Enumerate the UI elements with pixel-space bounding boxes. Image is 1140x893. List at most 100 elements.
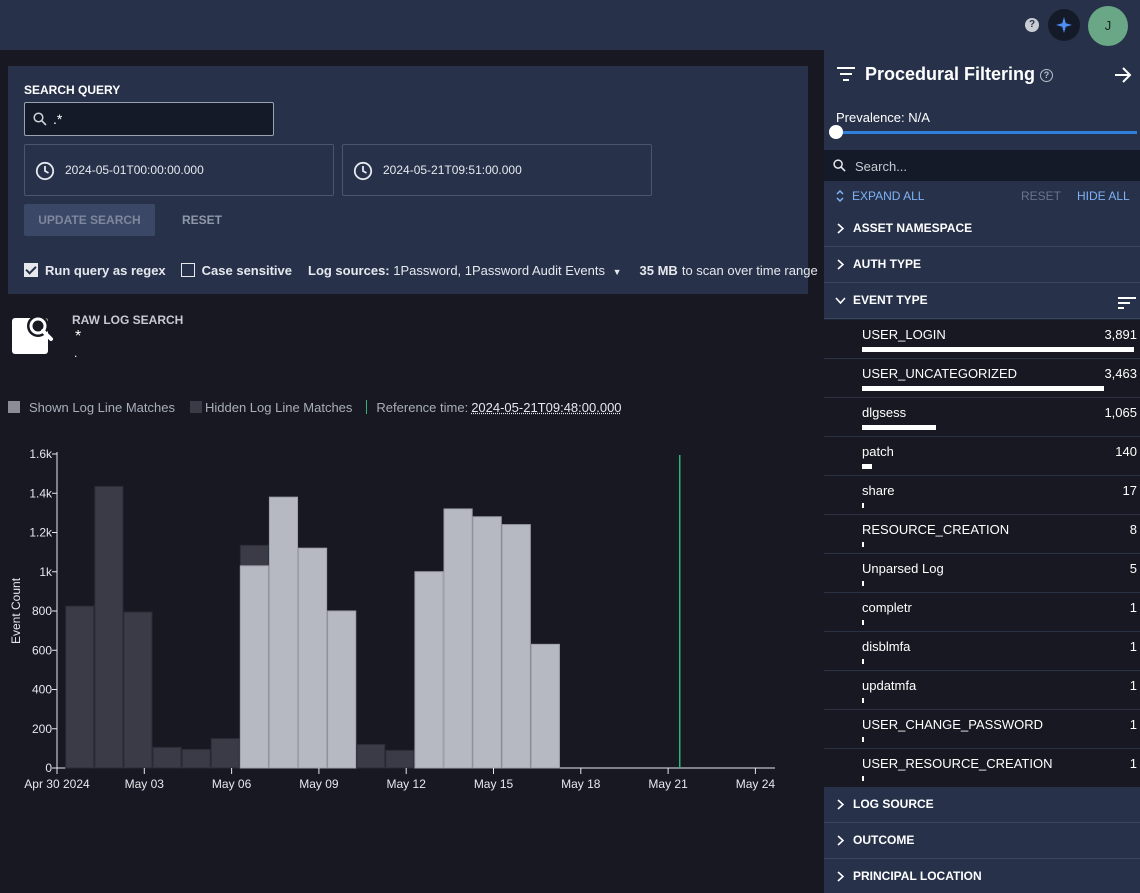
section-asset-namespace[interactable]: ASSET NAMESPACE bbox=[824, 211, 1140, 247]
scan-size: 35 MB bbox=[639, 262, 678, 278]
section-event-type[interactable]: EVENT TYPE bbox=[824, 283, 1140, 319]
x-tick-label: Apr 30 2024 bbox=[24, 777, 90, 791]
arrow-right-icon[interactable] bbox=[1114, 66, 1132, 84]
expand-all-label: EXPAND ALL bbox=[852, 189, 925, 203]
event-type-bar bbox=[862, 620, 864, 625]
end-time-field[interactable]: 2024-05-21T09:51:00.000 bbox=[342, 144, 652, 196]
event-type-row[interactable]: dlgsess 1,065 bbox=[824, 398, 1140, 437]
ai-assistant-button[interactable] bbox=[1048, 9, 1080, 41]
event-type-bar bbox=[862, 659, 864, 664]
reference-time-value: 2024-05-21T09:48:00.000 bbox=[471, 399, 622, 415]
event-type-row[interactable]: disblmfa 1 bbox=[824, 632, 1140, 671]
reset-search-button[interactable]: RESET bbox=[182, 213, 223, 227]
section-label: EVENT TYPE bbox=[853, 293, 928, 307]
log-sources-value: 1Password, 1Password Audit Events bbox=[393, 262, 605, 278]
chart-legend: Shown Log Line Matches Hidden Log Line M… bbox=[8, 399, 622, 415]
shown-bar bbox=[443, 508, 473, 769]
event-type-row[interactable]: RESOURCE_CREATION 8 bbox=[824, 515, 1140, 554]
chevron-right-icon bbox=[837, 835, 844, 846]
event-type-name: USER_UNCATEGORIZED bbox=[862, 366, 1018, 381]
event-type-count: 140 bbox=[1115, 444, 1137, 459]
section-log-source[interactable]: LOG SOURCE bbox=[824, 787, 1140, 823]
sidebar-search[interactable] bbox=[824, 150, 1140, 181]
hidden-swatch[interactable] bbox=[189, 401, 202, 413]
event-type-bar bbox=[862, 347, 1134, 352]
hidden-legend-label[interactable]: Hidden Log Line Matches bbox=[204, 399, 353, 415]
search-panel: SEARCH QUERY 2024-05-01T00:00:00.000 202… bbox=[8, 66, 818, 294]
shown-bar bbox=[298, 547, 328, 769]
prevalence-slider-handle[interactable] bbox=[829, 125, 843, 139]
event-type-row[interactable]: updatmfa 1 bbox=[824, 671, 1140, 710]
event-type-row[interactable]: completr 1 bbox=[824, 593, 1140, 632]
update-search-button[interactable]: UPDATE SEARCH bbox=[24, 204, 155, 236]
event-type-count: 1 bbox=[1129, 639, 1137, 654]
expand-all-button[interactable]: EXPAND ALL bbox=[836, 189, 924, 203]
section-principal-location[interactable]: PRINCIPAL LOCATION bbox=[824, 859, 1140, 893]
event-type-count: 1,065 bbox=[1104, 405, 1137, 420]
section-outcome[interactable]: OUTCOME bbox=[824, 823, 1140, 859]
user-avatar[interactable]: J bbox=[1088, 6, 1128, 46]
y-tick-label: 0 bbox=[45, 761, 52, 775]
event-type-row[interactable]: patch 140 bbox=[824, 437, 1140, 476]
regex-checkbox[interactable] bbox=[24, 263, 38, 277]
x-tick-label: May 03 bbox=[125, 777, 165, 791]
help-icon[interactable]: ? bbox=[1040, 69, 1053, 82]
event-type-count: 8 bbox=[1129, 522, 1137, 537]
help-icon[interactable]: ? bbox=[1025, 18, 1039, 32]
event-type-name: Unparsed Log bbox=[862, 561, 944, 576]
event-type-count: 1 bbox=[1129, 600, 1137, 615]
event-type-name: share bbox=[862, 483, 895, 498]
event-type-row[interactable]: USER_UNCATEGORIZED 3,463 bbox=[824, 359, 1140, 398]
event-type-bar bbox=[862, 464, 872, 469]
y-tick-label: 1.4k bbox=[29, 486, 53, 500]
event-type-name: dlgsess bbox=[862, 405, 907, 420]
search-icon bbox=[33, 112, 47, 126]
event-type-name: RESOURCE_CREATION bbox=[862, 522, 1010, 537]
log-search-icon bbox=[12, 315, 53, 354]
event-type-count: 17 bbox=[1122, 483, 1137, 498]
sidebar-reset-button[interactable]: RESET bbox=[1021, 189, 1062, 203]
scan-suffix: to scan over time range bbox=[681, 262, 818, 278]
section-auth-type[interactable]: AUTH TYPE bbox=[824, 247, 1140, 283]
raw-log-sub: . bbox=[74, 346, 78, 360]
top-bar: ? J bbox=[0, 0, 1140, 50]
search-query-input[interactable] bbox=[53, 110, 263, 128]
event-type-row[interactable]: Unparsed Log 5 bbox=[824, 554, 1140, 593]
event-type-name: completr bbox=[862, 600, 912, 615]
shown-legend-label[interactable]: Shown Log Line Matches bbox=[29, 399, 175, 415]
event-type-row[interactable]: USER_LOGIN 3,891 bbox=[824, 320, 1140, 359]
section-label: AUTH TYPE bbox=[853, 257, 922, 271]
shown-bar bbox=[239, 565, 269, 769]
event-type-bar bbox=[862, 776, 864, 781]
sort-icon[interactable] bbox=[1118, 297, 1136, 309]
case-sensitive-checkbox[interactable] bbox=[180, 263, 195, 277]
sidebar-actions: EXPAND ALL RESET HIDE ALL bbox=[824, 181, 1140, 211]
caret-down-icon: ▼ bbox=[612, 266, 622, 277]
reference-time-label: Reference time: bbox=[376, 399, 469, 415]
hide-all-button[interactable]: HIDE ALL bbox=[1077, 189, 1130, 203]
chevron-right-icon bbox=[837, 799, 844, 810]
event-type-row[interactable]: share 17 bbox=[824, 476, 1140, 515]
search-icon bbox=[833, 159, 846, 172]
filter-icon bbox=[837, 67, 855, 81]
reference-line-swatch bbox=[366, 400, 368, 414]
hidden-bar bbox=[123, 611, 153, 769]
shown-swatch[interactable] bbox=[8, 401, 20, 413]
shown-bar bbox=[327, 610, 357, 769]
shown-bar bbox=[414, 571, 444, 769]
clock-icon bbox=[35, 161, 55, 181]
chevron-down-icon bbox=[835, 297, 846, 304]
start-time-field[interactable]: 2024-05-01T00:00:00.000 bbox=[24, 144, 334, 196]
clock-icon bbox=[353, 161, 373, 181]
sidebar-title: Procedural Filtering bbox=[865, 64, 1036, 84]
event-type-count: 1 bbox=[1129, 678, 1137, 693]
event-type-row[interactable]: USER_CHANGE_PASSWORD 1 bbox=[824, 710, 1140, 749]
sidebar-search-input[interactable] bbox=[855, 157, 1125, 175]
event-type-row[interactable]: USER_RESOURCE_CREATION 1 bbox=[824, 749, 1140, 788]
x-tick-label: May 15 bbox=[474, 777, 514, 791]
event-type-name: USER_CHANGE_PASSWORD bbox=[862, 717, 1044, 732]
prevalence-slider-track[interactable] bbox=[836, 131, 1137, 134]
log-sources-dropdown[interactable]: Log sources: 1Password, 1Password Audit … bbox=[308, 263, 622, 278]
query-box[interactable] bbox=[24, 102, 274, 136]
section-label: ASSET NAMESPACE bbox=[853, 221, 973, 235]
